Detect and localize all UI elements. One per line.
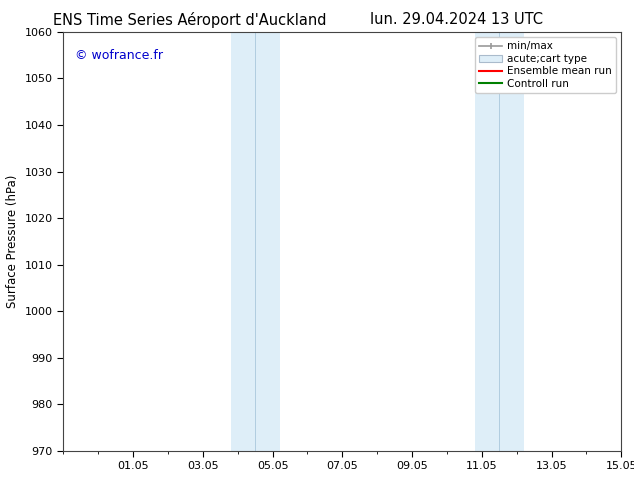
Bar: [231, 32, 255, 451]
Bar: [255, 32, 280, 451]
Y-axis label: Surface Pressure (hPa): Surface Pressure (hPa): [6, 174, 19, 308]
Bar: [500, 32, 524, 451]
Text: lun. 29.04.2024 13 UTC: lun. 29.04.2024 13 UTC: [370, 12, 543, 27]
Legend: min/max, acute;cart type, Ensemble mean run, Controll run: min/max, acute;cart type, Ensemble mean …: [475, 37, 616, 93]
Text: ENS Time Series Aéroport d'Auckland: ENS Time Series Aéroport d'Auckland: [53, 12, 327, 28]
Bar: [475, 32, 500, 451]
Text: © wofrance.fr: © wofrance.fr: [75, 49, 162, 62]
